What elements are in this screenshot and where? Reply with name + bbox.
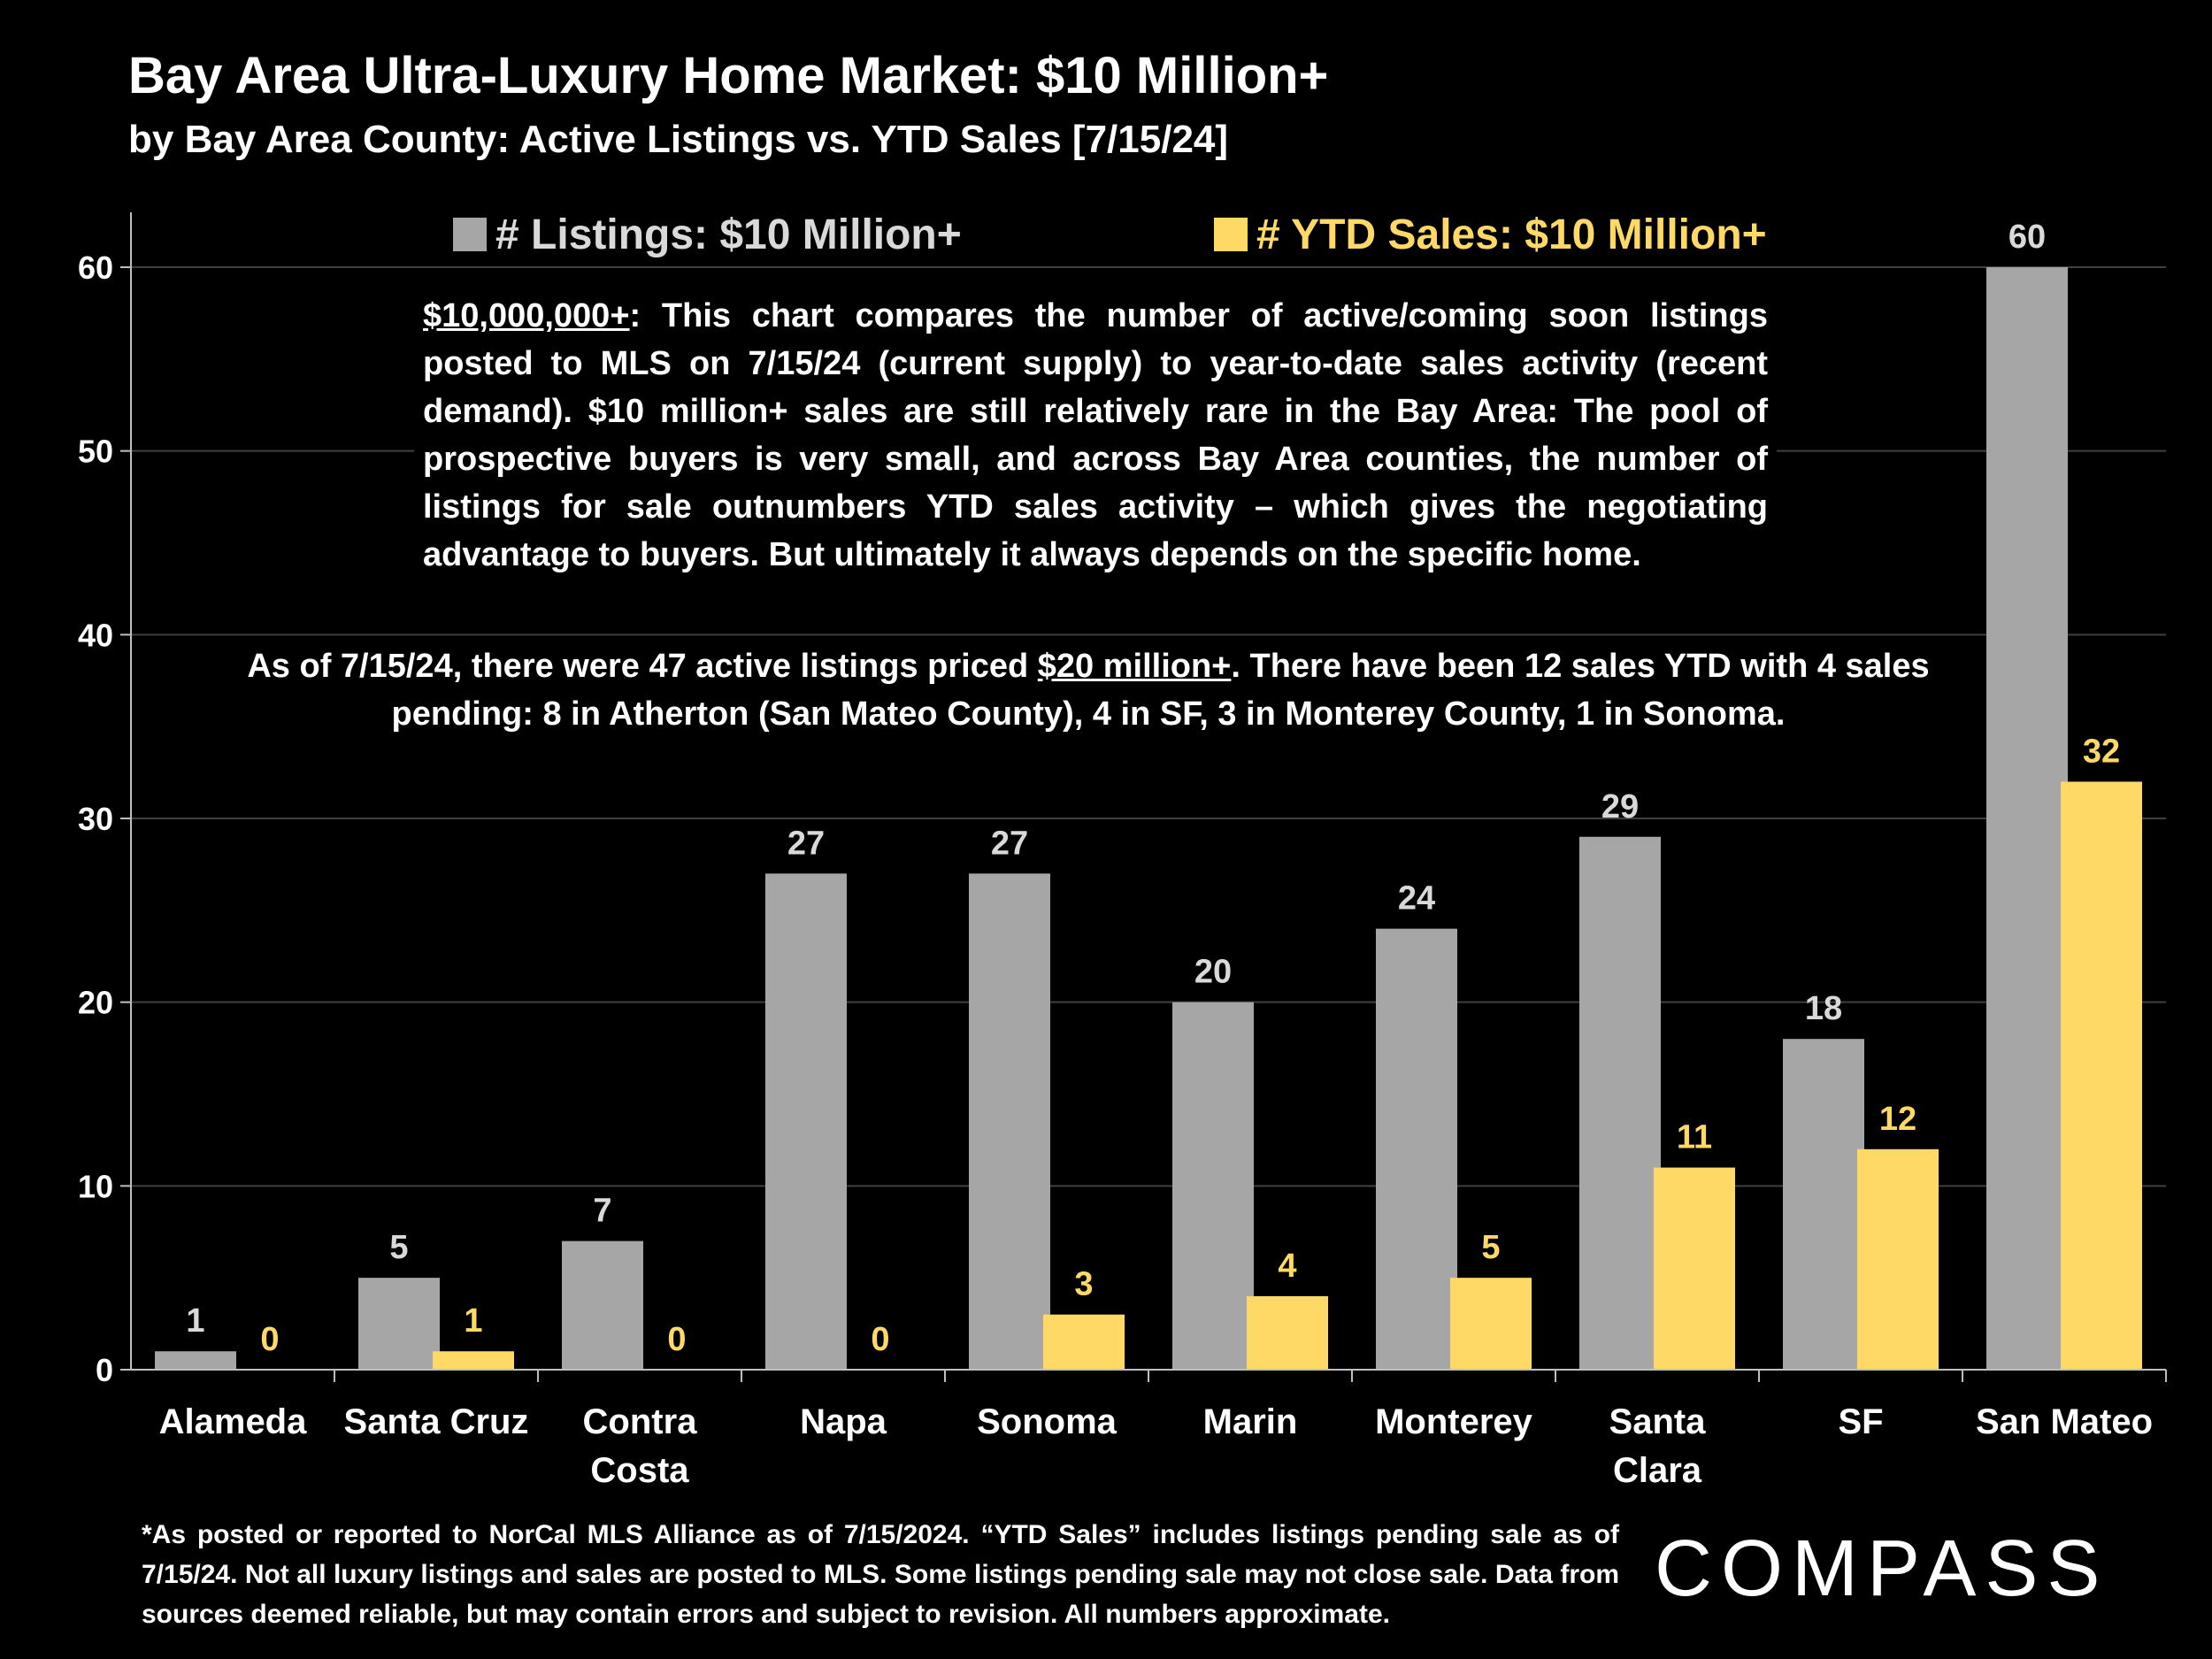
y-tick-label: 40 [78, 617, 113, 653]
compass-logo: COMPASS [1655, 1525, 2109, 1613]
bar-listings [1986, 267, 2068, 1370]
data-labels: 1 0 5 1 7 0 27 0 27 3 20 4 24 5 29 11 18 12 60 32 [186, 219, 2120, 1358]
data-label-sales: 4 [1278, 1248, 1296, 1285]
y-tick-label: 20 [78, 985, 113, 1021]
legend-label-listings: # Listings: $10 Million+ [495, 211, 962, 258]
data-label-listings: 5 [389, 1229, 408, 1266]
data-label-sales: 0 [260, 1321, 279, 1358]
y-tick-label: 50 [78, 434, 113, 470]
annotation2-part1: As of 7/15/24, there were 47 active list… [247, 648, 1038, 685]
legend-item-sales: # YTD Sales: $10 Million+ [1214, 209, 1767, 260]
bar-listings [358, 1278, 440, 1370]
x-category-label: Napa [800, 1402, 887, 1441]
data-label-sales: 32 [2083, 733, 2120, 770]
bar-listings [1376, 928, 1457, 1370]
y-tick-label: 10 [78, 1168, 113, 1204]
bar-listings [969, 873, 1050, 1370]
bar-sales [1857, 1148, 1939, 1370]
data-label-listings: 29 [1601, 788, 1639, 826]
x-category-label: SF [1838, 1402, 1883, 1441]
data-label-listings: 60 [2008, 219, 2046, 256]
legend-swatch-sales [1214, 218, 1248, 251]
annotation-lead: $10,000,000+ [423, 297, 630, 334]
bars [155, 267, 2142, 1370]
data-label-sales: 1 [464, 1302, 482, 1340]
chart-title: Bay Area Ultra-Luxury Home Market: $10 M… [128, 47, 1329, 104]
footnote: *As posted or reported to NorCal MLS All… [142, 1520, 1619, 1629]
chart-subtitle: by Bay Area County: Active Listings vs. … [128, 118, 1229, 161]
x-category-label: Contra [583, 1402, 698, 1441]
bar-listings [1172, 1002, 1254, 1370]
y-tick-label: 30 [78, 801, 113, 837]
x-category-label: Monterey [1375, 1402, 1533, 1441]
x-category-label: Marin [1203, 1402, 1298, 1441]
annotation-summary: $10,000,000+: This chart compares the nu… [414, 292, 1777, 579]
x-category-label: Sonoma [977, 1402, 1118, 1441]
data-label-listings: 7 [593, 1193, 611, 1230]
x-category-label: Clara [1613, 1451, 1702, 1490]
x-category-label: Santa [1609, 1402, 1707, 1441]
data-label-sales: 12 [1879, 1101, 1916, 1138]
bar-listings [562, 1240, 643, 1370]
bar-listings [765, 873, 847, 1370]
data-label-listings: 20 [1194, 954, 1232, 991]
legend-swatch-listings [453, 218, 487, 251]
data-label-sales: 5 [1481, 1229, 1500, 1266]
legend-label-sales: # YTD Sales: $10 Million+ [1256, 211, 1767, 258]
x-category-label: Costa [590, 1451, 689, 1490]
y-tick-label: 60 [78, 250, 113, 286]
data-label-sales: 11 [1677, 1119, 1712, 1156]
data-label-listings: 27 [787, 825, 825, 862]
annotation-20m-plus: As of 7/15/24, there were 47 active list… [221, 642, 1955, 738]
legend-item-listings: # Listings: $10 Million+ [453, 209, 962, 260]
bar-sales [433, 1351, 514, 1370]
data-label-sales: 0 [667, 1321, 686, 1358]
annotation2-underlined: $20 million+ [1037, 648, 1232, 685]
data-label-listings: 18 [1805, 990, 1842, 1027]
bar-listings [1579, 836, 1661, 1370]
bar-listings [1783, 1039, 1864, 1370]
x-category-label: Santa Cruz [344, 1402, 529, 1441]
data-label-sales: 0 [871, 1321, 889, 1358]
x-category-label: Alameda [159, 1402, 307, 1441]
data-label-listings: 1 [186, 1302, 204, 1340]
y-tick-label: 0 [96, 1352, 113, 1388]
bar-sales [1450, 1278, 1532, 1370]
bar-sales [2061, 781, 2142, 1370]
data-label-listings: 24 [1398, 880, 1435, 918]
annotation-body: : This chart compares the number of acti… [423, 297, 1768, 573]
data-label-listings: 27 [991, 825, 1028, 862]
x-category-label: San Mateo [1976, 1402, 2153, 1441]
data-label-sales: 3 [1074, 1266, 1093, 1303]
bar-sales [1654, 1167, 1735, 1370]
annotation2-part2: . There have been 12 sales YTD with 4 sa… [391, 648, 1930, 733]
bar-sales [1247, 1295, 1328, 1370]
bar-listings [155, 1351, 236, 1370]
bar-sales [1043, 1314, 1125, 1370]
